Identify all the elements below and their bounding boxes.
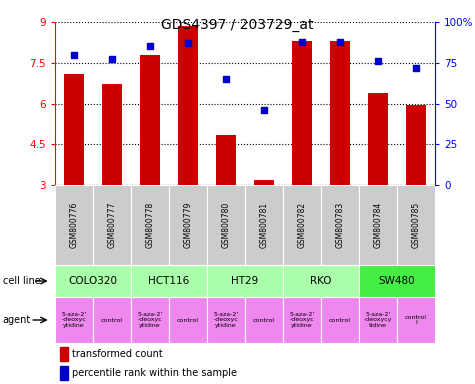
Bar [321, 297, 359, 343]
Bar [321, 185, 359, 265]
Bar [64, 74, 85, 185]
Bar [207, 265, 283, 297]
Text: transformed count: transformed count [72, 349, 163, 359]
Text: HT29: HT29 [231, 276, 258, 286]
Point [412, 65, 420, 71]
Bar [60, 366, 68, 380]
Bar [368, 93, 389, 185]
Text: COLO320: COLO320 [68, 276, 117, 286]
Bar [93, 297, 131, 343]
Bar [55, 185, 93, 265]
Bar [55, 265, 131, 297]
Text: control: control [329, 318, 351, 323]
Text: GSM800776: GSM800776 [69, 202, 78, 248]
Text: 5-aza-2'
-deoxyc
ytidine: 5-aza-2' -deoxyc ytidine [137, 312, 162, 328]
Bar [330, 41, 351, 185]
Bar [140, 55, 161, 185]
Bar [207, 297, 245, 343]
Text: control: control [253, 318, 275, 323]
Bar [60, 347, 68, 361]
Text: HCT116: HCT116 [148, 276, 190, 286]
Point [222, 76, 230, 82]
Bar [292, 41, 313, 185]
Bar [131, 297, 169, 343]
Text: control: control [177, 318, 199, 323]
Bar [397, 185, 435, 265]
Text: 5-aza-2'
-deoxyc
ytidine: 5-aza-2' -deoxyc ytidine [289, 312, 314, 328]
Text: GSM800780: GSM800780 [221, 202, 230, 248]
Bar [397, 297, 435, 343]
Bar [93, 185, 131, 265]
Bar [131, 265, 207, 297]
Text: RKO: RKO [310, 276, 332, 286]
Point [298, 38, 306, 45]
Point [184, 40, 192, 46]
Point [260, 107, 268, 113]
Text: percentile rank within the sample: percentile rank within the sample [72, 368, 237, 378]
Text: 5-aza-2'
-deoxyc
ytidine: 5-aza-2' -deoxyc ytidine [213, 312, 238, 328]
Text: GSM800785: GSM800785 [411, 202, 420, 248]
Text: cell line: cell line [3, 276, 40, 286]
Bar [102, 84, 123, 185]
Bar [245, 297, 283, 343]
Text: GSM800783: GSM800783 [335, 202, 344, 248]
Bar [359, 297, 397, 343]
Bar [359, 265, 435, 297]
Bar [283, 265, 359, 297]
Bar [245, 185, 283, 265]
Text: GSM800778: GSM800778 [145, 202, 154, 248]
Bar [207, 185, 245, 265]
Bar [283, 297, 321, 343]
Bar [169, 185, 207, 265]
Bar [169, 297, 207, 343]
Text: control: control [101, 318, 123, 323]
Text: GSM800777: GSM800777 [107, 202, 116, 248]
Bar [359, 185, 397, 265]
Text: SW480: SW480 [379, 276, 415, 286]
Text: GSM800781: GSM800781 [259, 202, 268, 248]
Point [146, 43, 154, 50]
Text: 5-aza-2'
-deoxyc
ytidine: 5-aza-2' -deoxyc ytidine [61, 312, 86, 328]
Text: GSM800784: GSM800784 [373, 202, 382, 248]
Text: GSM800779: GSM800779 [183, 202, 192, 248]
Bar [216, 135, 237, 185]
Bar [283, 185, 321, 265]
Point [108, 56, 116, 63]
Text: GDS4397 / 203729_at: GDS4397 / 203729_at [161, 18, 314, 32]
Bar [254, 180, 275, 185]
Text: control
l: control l [405, 315, 427, 325]
Bar [131, 185, 169, 265]
Point [374, 58, 382, 64]
Bar [178, 26, 199, 185]
Bar [55, 297, 93, 343]
Text: 5-aza-2'
-deoxycy
tidine: 5-aza-2' -deoxycy tidine [364, 312, 392, 328]
Bar [406, 105, 427, 185]
Point [70, 51, 78, 58]
Text: agent: agent [3, 315, 31, 325]
Point [336, 38, 344, 45]
Text: GSM800782: GSM800782 [297, 202, 306, 248]
